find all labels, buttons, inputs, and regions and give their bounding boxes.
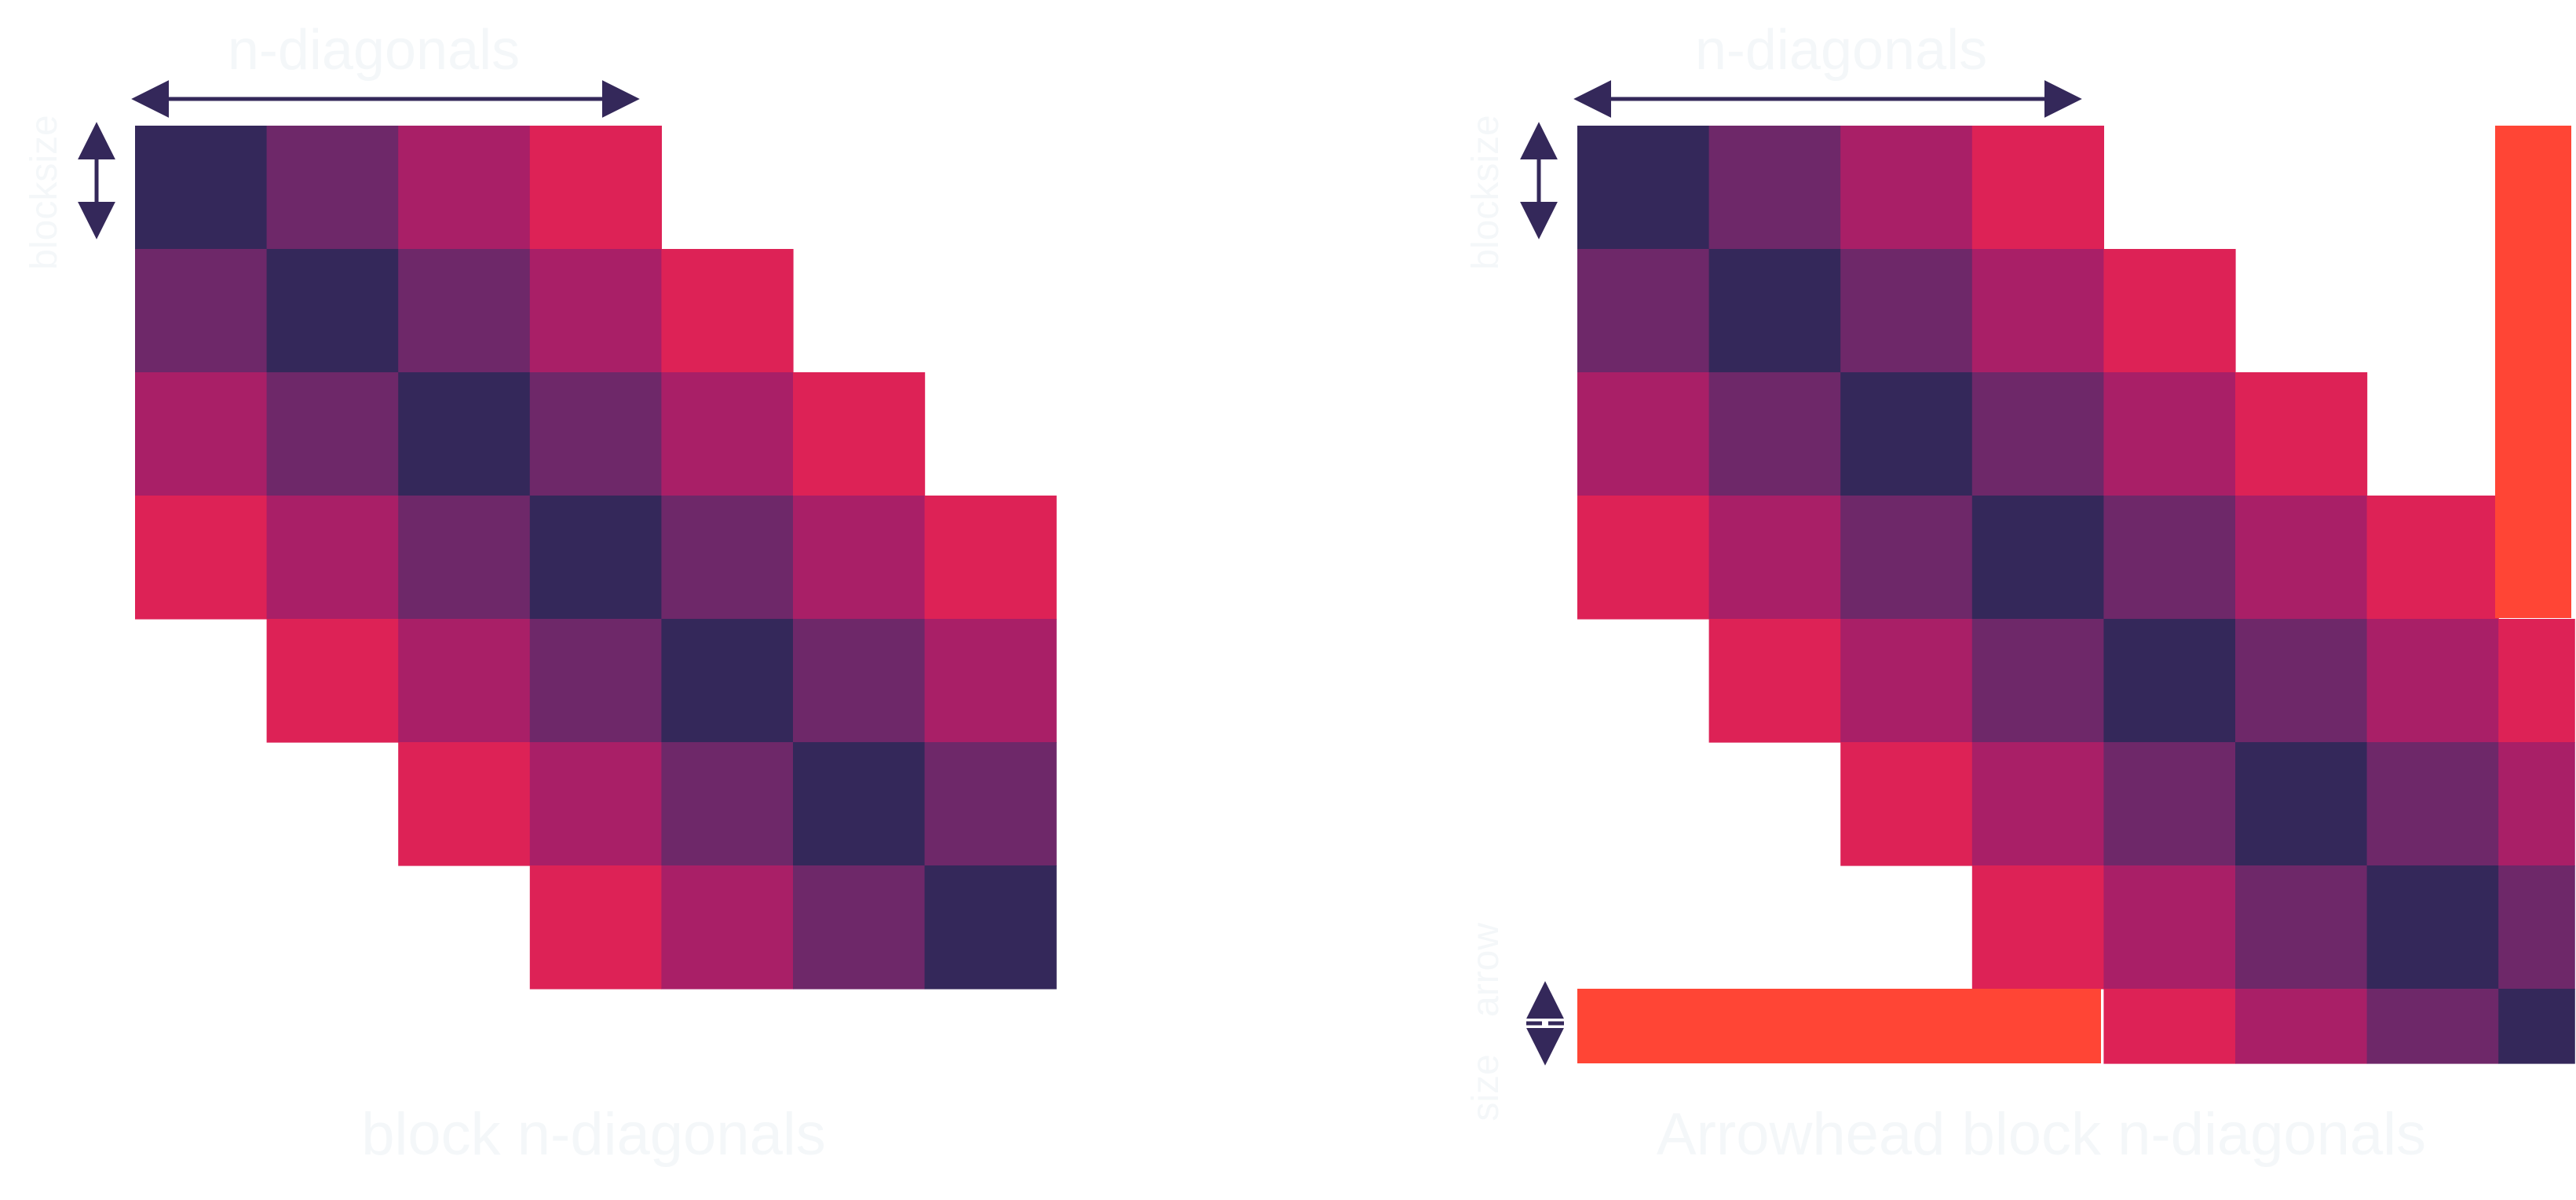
block-cell-r1-c1 bbox=[1708, 249, 1841, 373]
block-cell-r5-c2 bbox=[1840, 742, 1973, 866]
block-cell-r6-c6 bbox=[924, 865, 1057, 990]
block-cell-r3-c2 bbox=[1840, 496, 1973, 620]
block-cell-r0-c3 bbox=[1971, 126, 2104, 250]
block-cell-r0-c1 bbox=[266, 126, 399, 250]
block-cell-r1-c2 bbox=[398, 249, 531, 373]
block-cell-r7-c5 bbox=[2235, 989, 2368, 1064]
block-cell-r4-c4 bbox=[2103, 619, 2236, 743]
block-cell-r5-c3 bbox=[529, 742, 662, 866]
block-cell-r5-c4 bbox=[2103, 742, 2236, 866]
block-cell-r5-c5 bbox=[793, 742, 926, 866]
block-cell-r3-c2 bbox=[398, 496, 531, 620]
block-cell-r6-c4 bbox=[661, 865, 794, 990]
block-cell-r3-c4 bbox=[661, 496, 794, 620]
left-diagram: n-diagonals blocksize block n-diagonals bbox=[24, 19, 1057, 1168]
right-block-grid bbox=[1577, 126, 2575, 1064]
block-cell-r7-c4 bbox=[2103, 989, 2236, 1064]
block-cell-r2-c2 bbox=[1840, 372, 1973, 496]
block-cell-r3-c6 bbox=[924, 496, 1057, 620]
block-cell-r4-c2 bbox=[398, 619, 531, 743]
block-cell-r5-c5 bbox=[2235, 742, 2368, 866]
block-cell-r4-c5 bbox=[2235, 619, 2368, 743]
block-cell-r3-c6 bbox=[2366, 496, 2499, 620]
right-size-label: size bbox=[1465, 1054, 1507, 1121]
block-cell-r0-c2 bbox=[1840, 126, 1973, 250]
left-block-grid bbox=[135, 126, 1057, 990]
block-cell-r7-c6 bbox=[2366, 989, 2499, 1064]
block-cell-r1-c1 bbox=[266, 249, 399, 373]
block-cell-r3-c3 bbox=[1971, 496, 2104, 620]
right-arrow-label: arrow bbox=[1465, 923, 1507, 1017]
block-cell-r4-c3 bbox=[1971, 619, 2104, 743]
block-cell-r5-c2 bbox=[398, 742, 531, 866]
block-cell-r4-c5 bbox=[793, 619, 926, 743]
block-cell-r3-c3 bbox=[529, 496, 662, 620]
right-caption: Arrowhead block n-diagonals bbox=[1657, 1101, 2426, 1168]
block-cell-r4-c6 bbox=[924, 619, 1057, 743]
block-cell-r2-c0 bbox=[1577, 372, 1710, 496]
block-cell-r2-c3 bbox=[529, 372, 662, 496]
block-cell-r2-c5 bbox=[793, 372, 926, 496]
block-cell-r4-c3 bbox=[529, 619, 662, 743]
block-cell-r1-c0 bbox=[1577, 249, 1710, 373]
right-arrow-row bbox=[1577, 989, 2101, 1063]
block-cell-r4-c1 bbox=[1708, 619, 1841, 743]
block-cell-r2-c4 bbox=[661, 372, 794, 496]
left-blocksize-label: blocksize bbox=[24, 115, 65, 269]
block-cell-r5-c6 bbox=[2366, 742, 2499, 866]
block-cell-r4-c1 bbox=[266, 619, 399, 743]
block-cell-r3-c5 bbox=[793, 496, 926, 620]
block-cell-r4-c7 bbox=[2498, 619, 2575, 743]
block-cell-r2-c2 bbox=[398, 372, 531, 496]
block-cell-r6-c4 bbox=[2103, 865, 2236, 990]
block-cell-r2-c0 bbox=[135, 372, 268, 496]
block-cell-r6-c6 bbox=[2366, 865, 2499, 990]
block-cell-r1-c3 bbox=[529, 249, 662, 373]
block-cell-r5-c3 bbox=[1971, 742, 2104, 866]
block-cell-r6-c5 bbox=[793, 865, 926, 990]
block-cell-r2-c1 bbox=[1708, 372, 1841, 496]
block-cell-r2-c5 bbox=[2235, 372, 2368, 496]
block-cell-r6-c3 bbox=[529, 865, 662, 990]
left-n-diagonals-label: n-diagonals bbox=[228, 19, 520, 82]
block-cell-r1-c3 bbox=[1971, 249, 2104, 373]
block-cell-r0-c2 bbox=[398, 126, 531, 250]
block-cell-r5-c6 bbox=[924, 742, 1057, 866]
block-cell-r7-c7 bbox=[2498, 989, 2575, 1064]
block-cell-r0-c0 bbox=[135, 126, 268, 250]
block-cell-r5-c7 bbox=[2498, 742, 2575, 866]
block-cell-r3-c5 bbox=[2235, 496, 2368, 620]
block-cell-r3-c1 bbox=[1708, 496, 1841, 620]
block-cell-r3-c4 bbox=[2103, 496, 2236, 620]
block-cell-r3-c0 bbox=[135, 496, 268, 620]
block-cell-r6-c5 bbox=[2235, 865, 2368, 990]
block-cell-r5-c4 bbox=[661, 742, 794, 866]
right-diagram: n-diagonals blocksize arrow size Arrowhe… bbox=[1465, 19, 2575, 1168]
block-cell-r2-c3 bbox=[1971, 372, 2104, 496]
block-cell-r0-c1 bbox=[1708, 126, 1841, 250]
block-cell-r4-c4 bbox=[661, 619, 794, 743]
block-cell-r2-c1 bbox=[266, 372, 399, 496]
block-cell-r4-c2 bbox=[1840, 619, 1973, 743]
right-blocksize-label: blocksize bbox=[1465, 115, 1507, 269]
block-cell-r1-c4 bbox=[2103, 249, 2236, 373]
block-cell-r6-c7 bbox=[2498, 865, 2575, 990]
block-cell-r0-c0 bbox=[1577, 126, 1710, 250]
block-cell-r2-c4 bbox=[2103, 372, 2236, 496]
right-arrow-column bbox=[2495, 126, 2571, 618]
block-cell-r3-c0 bbox=[1577, 496, 1710, 620]
left-caption: block n-diagonals bbox=[361, 1101, 826, 1168]
block-cell-r3-c1 bbox=[266, 496, 399, 620]
right-n-diagonals-label: n-diagonals bbox=[1695, 19, 1987, 82]
block-cell-r1-c2 bbox=[1840, 249, 1973, 373]
block-cell-r6-c3 bbox=[1971, 865, 2104, 990]
block-cell-r1-c4 bbox=[661, 249, 794, 373]
block-cell-r1-c0 bbox=[135, 249, 268, 373]
block-cell-r4-c6 bbox=[2366, 619, 2499, 743]
block-cell-r0-c3 bbox=[529, 126, 662, 250]
